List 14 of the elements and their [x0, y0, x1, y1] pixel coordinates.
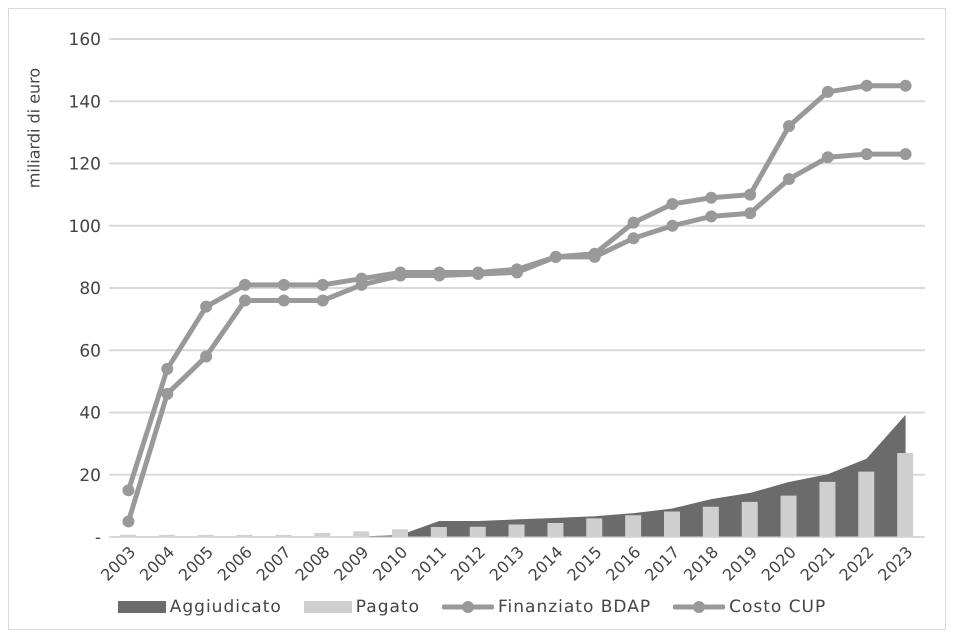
legend-label: Pagato — [354, 597, 420, 617]
y-tick-label: 140 — [68, 92, 101, 112]
y-tick-label: 80 — [79, 279, 101, 300]
legend-label: Costo CUP — [728, 597, 826, 617]
y-tick-label: 60 — [79, 341, 101, 362]
y-tick-label: 120 — [68, 154, 101, 175]
legend-label: Aggiudicato — [168, 597, 282, 617]
y-tick-label: 100 — [68, 216, 101, 237]
y-tick-label: - — [94, 528, 101, 548]
y-tick-label: 20 — [79, 466, 101, 486]
legend-label: Finanziato BDAP — [496, 597, 652, 617]
y-tick-label: 160 — [68, 30, 101, 50]
y-axis-title: miliardi di euro — [24, 68, 44, 188]
y-tick-label: 40 — [79, 404, 101, 424]
